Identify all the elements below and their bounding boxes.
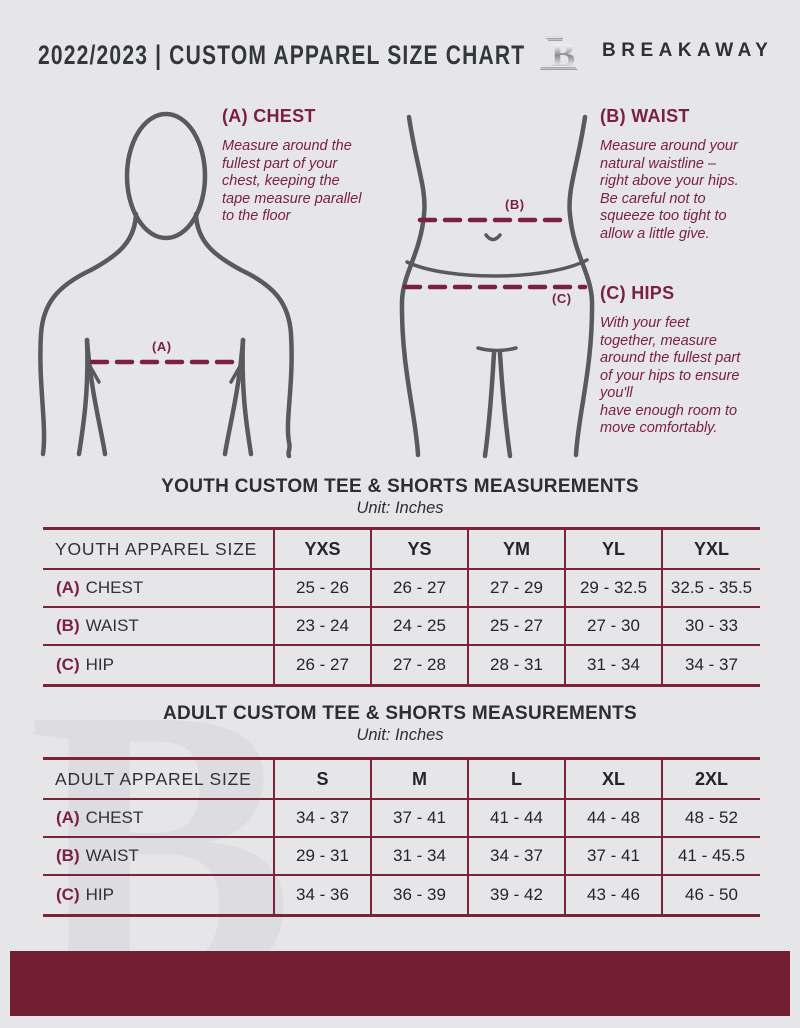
waist-marker-label: (B): [505, 197, 525, 212]
hips-instruction: (C) HIPS With your feet together, measur…: [600, 283, 795, 438]
waist-instruction-heading: (B) WAIST: [600, 106, 690, 126]
adult-size-table: ADULT APPAREL SIZE S M L XL 2XL (A) CHES…: [43, 757, 760, 917]
adult-row-label-waist: (B) WAIST: [43, 838, 275, 876]
row-marker: (B): [56, 846, 80, 865]
table-cell: 30 - 33: [663, 608, 760, 646]
adult-col-header: M: [372, 760, 469, 800]
adult-row-label-chest: (A) CHEST: [43, 800, 275, 838]
brand-lockup: B BREAKAWAY: [540, 26, 773, 76]
youth-col-header: YL: [566, 530, 663, 570]
table-cell: 25 - 26: [275, 570, 372, 608]
youth-size-table: YOUTH APPAREL SIZE YXS YS YM YL YXL (A) …: [43, 527, 760, 687]
table-cell: 41 - 44: [469, 800, 566, 838]
table-cell: 27 - 29: [469, 570, 566, 608]
chest-marker-label: (A): [152, 339, 172, 354]
youth-table-title: YOUTH CUSTOM TEE & SHORTS MEASUREMENTS: [161, 476, 639, 497]
adult-col-header: 2XL: [663, 760, 760, 800]
waist-instruction-text: Measure around your natural waistline – …: [600, 138, 739, 242]
youth-row-label-hip: (C) HIP: [43, 646, 275, 684]
adult-row-label-hip: (C) HIP: [43, 876, 275, 914]
row-label: CHEST: [85, 808, 144, 827]
adult-col-header: S: [275, 760, 372, 800]
footer-bar: [10, 951, 790, 1016]
brand-name: BREAKAWAY: [602, 40, 774, 61]
table-cell: 31 - 34: [566, 646, 663, 684]
youth-col-header: YXS: [275, 530, 372, 570]
table-cell: 24 - 25: [372, 608, 469, 646]
table-cell: 32.5 - 35.5: [663, 570, 760, 608]
adult-size-table-corner: ADULT APPAREL SIZE: [43, 760, 275, 800]
youth-col-header: YS: [372, 530, 469, 570]
table-cell: 31 - 34: [372, 838, 469, 876]
row-label: WAIST: [85, 616, 139, 635]
youth-col-header: YXL: [663, 530, 760, 570]
table-cell: 26 - 27: [275, 646, 372, 684]
waist-hips-figure-illustration: [399, 114, 595, 459]
table-cell: 37 - 41: [372, 800, 469, 838]
table-cell: 36 - 39: [372, 876, 469, 914]
chest-instruction-heading: (A) CHEST: [222, 106, 316, 126]
table-cell: 29 - 31: [275, 838, 372, 876]
table-cell: 25 - 27: [469, 608, 566, 646]
breakaway-logo-icon: B: [540, 34, 578, 74]
row-marker: (A): [56, 808, 80, 827]
chest-instruction: (A) CHEST Measure around the fullest par…: [222, 106, 412, 226]
hips-instruction-text: With your feet together, measure around …: [600, 315, 741, 436]
table-cell: 43 - 46: [566, 876, 663, 914]
table-cell: 46 - 50: [685, 885, 738, 904]
adult-table-title: ADULT CUSTOM TEE & SHORTS MEASUREMENTS: [162, 703, 638, 724]
table-cell: 34 - 37: [685, 655, 738, 674]
row-marker: (A): [56, 578, 80, 597]
table-cell: 26 - 27: [372, 570, 469, 608]
table-cell: 28 - 31: [469, 646, 566, 684]
row-label: CHEST: [85, 578, 144, 597]
table-cell: 23 - 24: [275, 608, 372, 646]
hips-instruction-heading: (C) HIPS: [600, 283, 675, 303]
chest-instruction-text: Measure around the fullest part of your …: [222, 138, 362, 224]
table-cell: 27 - 28: [372, 646, 469, 684]
page-title: 2022/2023 | CUSTOM APPAREL SIZE CHART: [38, 40, 526, 70]
table-cell: 34 - 37: [275, 800, 372, 838]
hips-marker-label: (C): [552, 291, 572, 306]
row-marker: (C): [56, 885, 80, 904]
youth-row-label-chest: (A) CHEST: [43, 570, 275, 608]
row-marker: (C): [56, 655, 80, 674]
youth-table-unit: Unit: Inches: [356, 499, 444, 517]
table-cell: 39 - 42: [469, 876, 566, 914]
row-label: HIP: [85, 885, 114, 904]
table-cell: 34 - 37: [469, 838, 566, 876]
youth-size-table-corner: YOUTH APPAREL SIZE: [43, 530, 275, 570]
table-cell: 41 - 45.5: [663, 838, 760, 876]
table-cell: 34 - 36: [275, 876, 372, 914]
table-cell: 27 - 30: [566, 608, 663, 646]
table-cell: 48 - 52: [663, 800, 760, 838]
row-label: WAIST: [85, 846, 139, 865]
waist-instruction: (B) WAIST Measure around your natural wa…: [600, 106, 790, 243]
table-cell: 37 - 41: [566, 838, 663, 876]
row-marker: (B): [56, 616, 80, 635]
table-cell: 44 - 48: [566, 800, 663, 838]
adult-col-header: XL: [566, 760, 663, 800]
row-label: HIP: [85, 655, 114, 674]
youth-col-header: YM: [469, 530, 566, 570]
adult-table-unit: Unit: Inches: [356, 726, 444, 744]
chest-figure-illustration: [38, 111, 294, 459]
table-cell: 29 - 32.5: [566, 570, 663, 608]
adult-col-header: L: [469, 760, 566, 800]
youth-row-label-waist: (B) WAIST: [43, 608, 275, 646]
